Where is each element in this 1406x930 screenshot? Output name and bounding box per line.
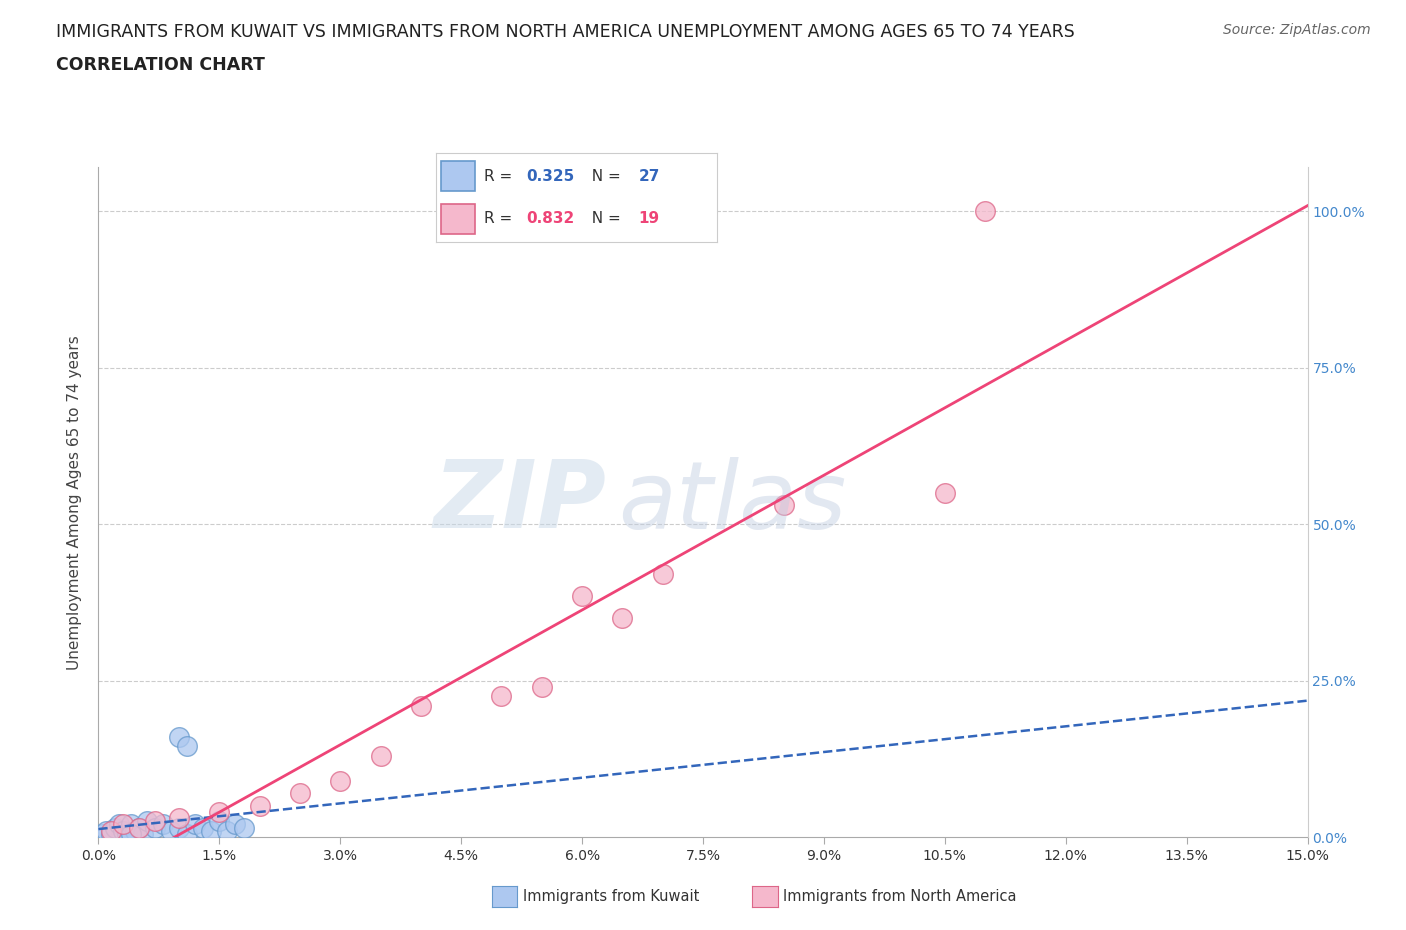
Point — [232, 820, 254, 835]
Point — [167, 811, 190, 826]
Point — [612, 610, 634, 625]
Text: R =: R = — [484, 211, 517, 226]
Point — [96, 823, 118, 838]
Point — [974, 204, 997, 219]
Point — [100, 827, 122, 842]
Text: 19: 19 — [638, 211, 659, 226]
Point — [193, 820, 215, 835]
Point — [143, 814, 166, 829]
Point — [124, 823, 146, 838]
Point — [530, 680, 553, 695]
Point — [111, 817, 134, 832]
Point — [120, 817, 142, 832]
Point — [208, 814, 231, 829]
Text: atlas: atlas — [619, 457, 846, 548]
Point — [651, 566, 673, 581]
Point — [224, 817, 246, 832]
Point — [934, 485, 956, 500]
Point — [409, 698, 432, 713]
Text: N =: N = — [582, 169, 626, 184]
Point — [167, 729, 190, 744]
Point — [249, 798, 271, 813]
Text: 0.325: 0.325 — [526, 169, 574, 184]
Point — [329, 773, 352, 788]
Point — [132, 827, 155, 842]
Text: IMMIGRANTS FROM KUWAIT VS IMMIGRANTS FROM NORTH AMERICA UNEMPLOYMENT AMONG AGES : IMMIGRANTS FROM KUWAIT VS IMMIGRANTS FRO… — [56, 23, 1076, 41]
Text: CORRELATION CHART: CORRELATION CHART — [56, 56, 266, 73]
Point — [217, 823, 239, 838]
Point — [152, 817, 174, 832]
Point — [176, 738, 198, 753]
Point — [128, 820, 150, 835]
Point — [135, 814, 157, 829]
Point — [184, 817, 207, 832]
Point — [772, 498, 794, 512]
Point — [115, 827, 138, 842]
Point — [571, 589, 593, 604]
FancyBboxPatch shape — [441, 204, 475, 233]
Point — [491, 689, 513, 704]
Text: Immigrants from North America: Immigrants from North America — [783, 889, 1017, 904]
Point — [167, 820, 190, 835]
Point — [288, 786, 311, 801]
Point — [107, 817, 129, 832]
Text: N =: N = — [582, 211, 626, 226]
Point — [128, 820, 150, 835]
Text: R =: R = — [484, 169, 517, 184]
Point — [103, 820, 125, 835]
Text: ZIP: ZIP — [433, 457, 606, 548]
Point — [111, 823, 134, 838]
Point — [100, 823, 122, 838]
Point — [143, 820, 166, 835]
Text: Source: ZipAtlas.com: Source: ZipAtlas.com — [1223, 23, 1371, 37]
Text: 27: 27 — [638, 169, 659, 184]
Y-axis label: Unemployment Among Ages 65 to 74 years: Unemployment Among Ages 65 to 74 years — [67, 335, 83, 670]
Point — [120, 827, 142, 842]
Point — [91, 827, 114, 842]
Text: 0.832: 0.832 — [526, 211, 574, 226]
Point — [370, 749, 392, 764]
Text: Immigrants from Kuwait: Immigrants from Kuwait — [523, 889, 699, 904]
Point — [208, 804, 231, 819]
FancyBboxPatch shape — [441, 162, 475, 192]
Point — [160, 823, 183, 838]
Point — [176, 827, 198, 842]
Point — [200, 823, 222, 838]
